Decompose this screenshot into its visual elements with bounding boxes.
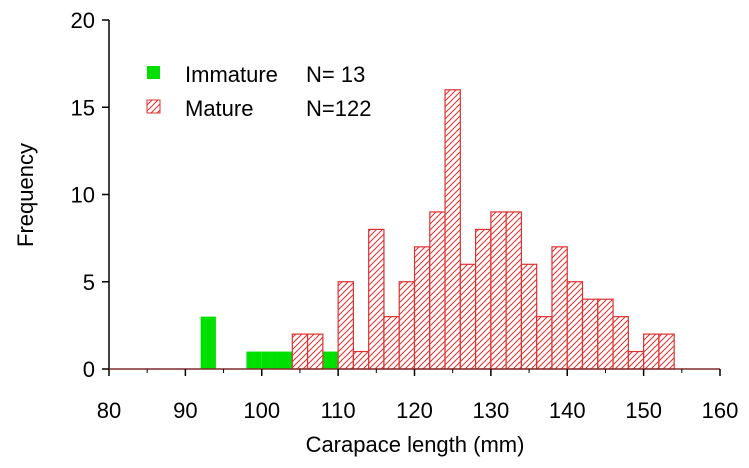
x-tick-label: 160: [702, 398, 739, 423]
bar-immature: [246, 351, 262, 369]
legend-label-mature: Mature: [185, 96, 253, 121]
bar-mature: [612, 316, 629, 370]
bar-mature: [459, 263, 477, 370]
bar-mature: [581, 298, 599, 370]
y-tick-label: 5: [83, 270, 95, 295]
bar-mature: [352, 350, 370, 370]
y-axis-label: Frequency: [13, 143, 38, 247]
bar-immature: [277, 351, 293, 369]
y-tick-label: 10: [71, 183, 95, 208]
bar-mature: [520, 263, 538, 370]
bar-mature: [398, 281, 416, 370]
x-axis-label: Carapace length (mm): [306, 432, 525, 457]
legend: Immature N= 13 Mature N=122: [146, 62, 371, 121]
bar-mature: [536, 316, 553, 370]
y-tick-label: 0: [83, 357, 95, 382]
legend-n-mature: N=122: [306, 96, 371, 121]
y-tick-label: 15: [71, 95, 95, 120]
bar-immature: [200, 316, 216, 369]
bar-mature: [444, 89, 461, 370]
x-tick-label: 120: [396, 398, 433, 423]
bar-mature: [566, 281, 584, 370]
mature-bars: [291, 89, 675, 370]
bar-mature: [337, 281, 354, 370]
bar-mature: [490, 211, 507, 370]
x-tick-label: 150: [625, 398, 662, 423]
legend-n-immature: N= 13: [306, 62, 365, 87]
bar-mature: [658, 333, 675, 370]
legend-swatch-immature: [147, 66, 160, 79]
bar-mature: [383, 316, 400, 370]
bar-mature: [368, 228, 385, 370]
tick-labels: 80 90 100 110 120 130 140 150 160 0 5 10 15 20: [71, 8, 739, 423]
x-tick-label: 90: [173, 398, 197, 423]
bar-mature: [306, 333, 324, 370]
legend-label-immature: Immature: [185, 62, 278, 87]
bar-mature: [429, 211, 446, 370]
bar-immature: [322, 351, 339, 369]
axes: [102, 19, 721, 376]
bar-mature: [551, 246, 568, 370]
y-tick-label: 20: [71, 8, 95, 33]
x-tick-label: 100: [243, 398, 280, 423]
x-tick-label: 130: [473, 398, 510, 423]
bar-immature: [261, 351, 278, 369]
x-tick-label: 140: [549, 398, 586, 423]
bar-mature: [597, 298, 614, 370]
x-tick-label: 110: [321, 398, 356, 423]
bar-mature: [643, 333, 660, 370]
bar-mature: [413, 246, 431, 370]
bar-mature: [291, 333, 309, 370]
bar-mature: [505, 211, 523, 370]
bar-mature: [627, 350, 645, 370]
x-tick-label: 80: [97, 398, 121, 423]
bar-mature: [475, 228, 492, 370]
legend-swatch-mature: [146, 99, 161, 114]
